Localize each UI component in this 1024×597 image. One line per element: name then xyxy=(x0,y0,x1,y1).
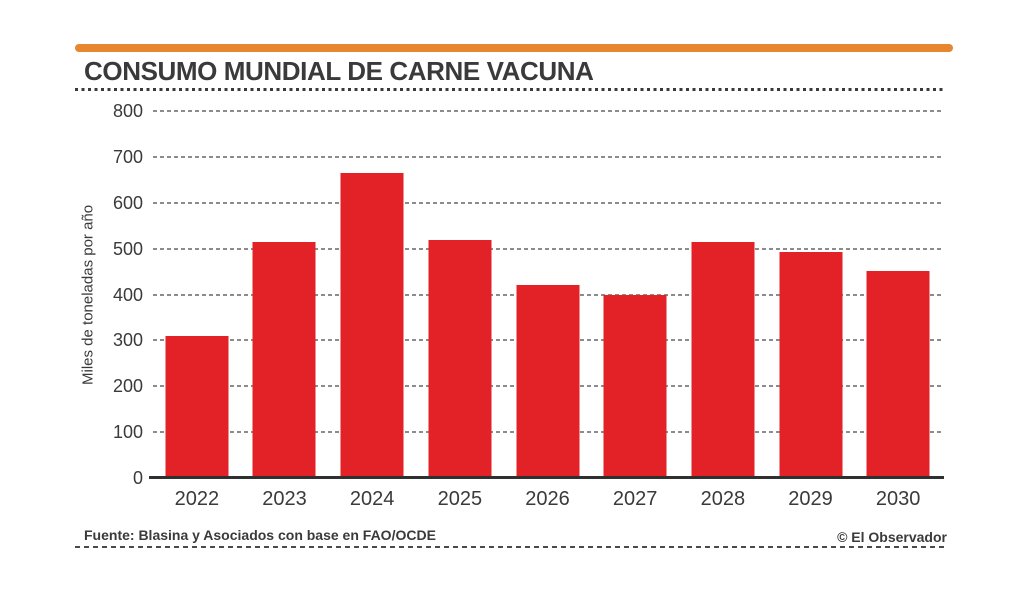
bar-2027 xyxy=(603,294,667,478)
y-tick-label: 400 xyxy=(112,284,143,305)
x-tick-label: 2024 xyxy=(349,488,395,510)
bar-2024 xyxy=(340,172,404,478)
x-tick-label: 2025 xyxy=(437,488,483,510)
title-divider xyxy=(75,88,943,91)
y-tick-label: 700 xyxy=(112,146,143,167)
y-tick-label: 600 xyxy=(112,192,143,213)
bar-2026 xyxy=(516,285,579,478)
y-tick-label: 100 xyxy=(112,422,143,443)
x-axis-line xyxy=(149,476,944,479)
y-tick-label: 200 xyxy=(112,376,143,397)
y-tick-label: 500 xyxy=(112,238,143,259)
x-tick-label: 2026 xyxy=(525,488,570,510)
gridline-800 xyxy=(153,110,942,112)
bar-2030 xyxy=(866,270,930,478)
y-tick-label: 300 xyxy=(112,330,143,351)
footer-divider xyxy=(75,546,947,548)
plot-area: 0 100 200 300 400 500 600 700 800 2022 2023 2024 202… xyxy=(113,102,944,509)
bar-2029 xyxy=(779,252,842,478)
chart-title: CONSUMO MUNDIAL DE CARNE VACUNA xyxy=(84,56,594,86)
gridline-500 xyxy=(153,247,942,250)
y-tick-label: 800 xyxy=(112,101,143,121)
bar-2028 xyxy=(691,241,755,478)
gridline-700 xyxy=(153,155,942,158)
x-tick-label: 2023 xyxy=(262,488,307,510)
bar-2022 xyxy=(165,335,229,478)
x-tick-label: 2030 xyxy=(875,488,921,510)
x-tick-label: 2029 xyxy=(788,488,833,510)
bar-2025 xyxy=(428,240,492,478)
bar-2023 xyxy=(252,241,316,478)
x-tick-label: 2022 xyxy=(174,488,220,510)
x-tick-label: 2027 xyxy=(612,488,658,510)
x-tick-label: 2028 xyxy=(700,488,746,510)
credit-note: © El Observador xyxy=(837,529,947,545)
y-axis-title: Miles de toneladas por año xyxy=(79,204,97,385)
source-note: Fuente: Blasina y Asociados con base en … xyxy=(84,527,436,543)
accent-rule xyxy=(75,44,953,52)
y-tick-label: 0 xyxy=(132,468,143,488)
gridline-600 xyxy=(153,201,942,204)
